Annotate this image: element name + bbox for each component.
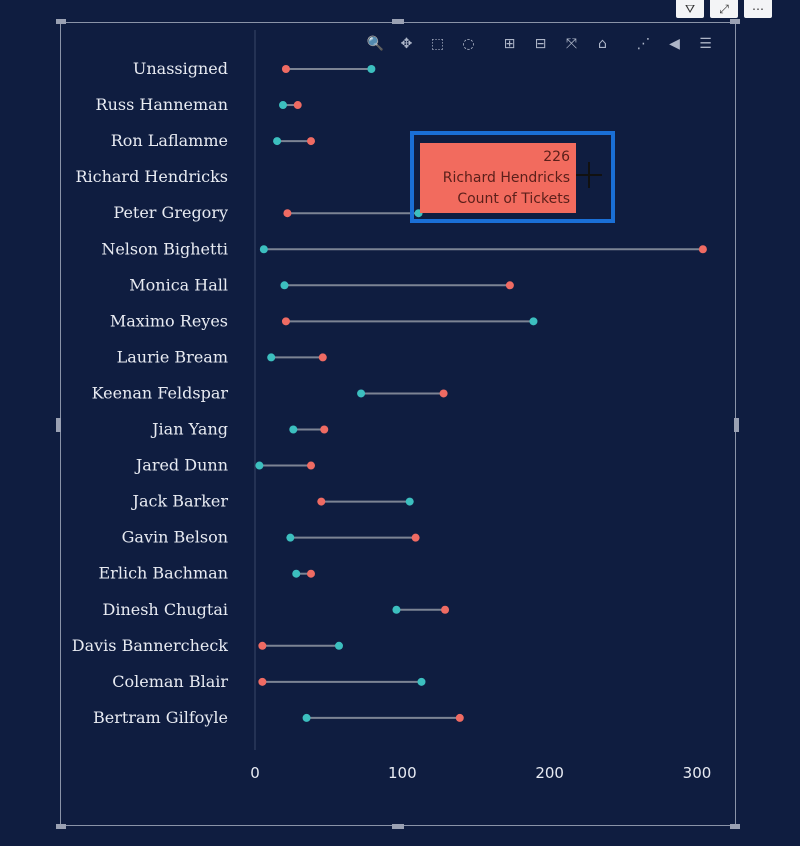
category-label: Erlich Bachman — [99, 564, 229, 583]
red-point[interactable] — [258, 677, 267, 686]
red-point[interactable] — [258, 641, 267, 650]
category-label: Coleman Blair — [112, 672, 228, 691]
resize-handle-right[interactable] — [734, 418, 739, 432]
resize-handle-left[interactable] — [56, 418, 61, 432]
category-label: Ron Laflamme — [111, 131, 228, 150]
box-select-icon[interactable]: ⬚ — [430, 36, 445, 52]
category-label: Jian Yang — [150, 420, 228, 439]
category-label: Peter Gregory — [113, 203, 228, 222]
red-point[interactable] — [439, 389, 448, 398]
red-point[interactable] — [317, 497, 326, 506]
teal-point[interactable] — [405, 497, 414, 506]
red-point[interactable] — [318, 353, 327, 362]
tooltip-category: Richard Hendricks — [442, 170, 570, 186]
hover-closest-icon[interactable]: ◀ — [669, 36, 680, 52]
teal-point[interactable] — [278, 101, 287, 110]
red-point[interactable] — [293, 101, 302, 110]
category-label: Bertram Gilfoyle — [93, 708, 228, 727]
tooltip: 226 Richard Hendricks Count of Tickets — [420, 143, 576, 213]
category-label: Russ Hanneman — [96, 95, 228, 114]
teal-point[interactable] — [255, 461, 264, 470]
category-label: Jared Dunn — [134, 456, 228, 475]
teal-point[interactable] — [292, 569, 301, 578]
teal-point[interactable] — [267, 353, 276, 362]
teal-point[interactable] — [289, 425, 298, 434]
x-tick-label: 200 — [535, 764, 564, 782]
teal-point[interactable] — [286, 533, 295, 542]
lasso-select-icon[interactable]: ◌ — [462, 36, 475, 52]
visual-header: ⛛ ⤢ ⋯ — [676, 0, 772, 18]
tooltip-highlight: 226 Richard Hendricks Count of Tickets — [410, 131, 615, 223]
red-point[interactable] — [306, 569, 315, 578]
red-point[interactable] — [306, 137, 315, 146]
teal-point[interactable] — [392, 605, 401, 614]
more-options-icon[interactable]: ⋯ — [744, 0, 772, 18]
category-label: Dinesh Chugtai — [103, 600, 229, 619]
red-point[interactable] — [281, 317, 290, 326]
crosshair-cursor-icon — [576, 162, 602, 188]
autoscale-icon[interactable]: ⤧ — [565, 36, 578, 52]
tooltip-value: 226 — [543, 149, 570, 165]
x-tick-label: 0 — [250, 764, 260, 782]
category-label: Davis Bannercheck — [72, 636, 229, 655]
teal-point[interactable] — [334, 641, 343, 650]
x-tick-label: 300 — [683, 764, 712, 782]
resize-handle-top[interactable] — [392, 19, 404, 24]
x-tick-label: 100 — [388, 764, 417, 782]
red-point[interactable] — [698, 245, 707, 254]
resize-handle-top-right[interactable] — [730, 19, 740, 24]
resize-handle-bottom-right[interactable] — [730, 824, 740, 829]
category-label: Richard Hendricks — [75, 167, 228, 186]
teal-point[interactable] — [529, 317, 538, 326]
teal-point[interactable] — [367, 65, 376, 73]
red-point[interactable] — [441, 605, 450, 614]
red-point[interactable] — [306, 461, 315, 470]
category-label: Laurie Bream — [117, 347, 228, 366]
teal-point[interactable] — [259, 245, 268, 254]
spike-lines-icon[interactable]: ⋰ — [636, 36, 651, 52]
resize-handle-top-left[interactable] — [56, 19, 66, 24]
hover-compare-icon[interactable]: ☰ — [699, 36, 712, 52]
reset-axes-icon[interactable]: ⌂ — [598, 36, 607, 52]
teal-point[interactable] — [302, 713, 311, 722]
category-label: Keenan Feldspar — [92, 383, 229, 402]
red-point[interactable] — [281, 65, 290, 73]
red-point[interactable] — [455, 713, 464, 722]
resize-handle-bottom-left[interactable] — [56, 824, 66, 829]
zoom-in-icon[interactable]: ⊞ — [503, 36, 516, 52]
zoom-out-icon[interactable]: ⊟ — [534, 36, 547, 52]
category-label: Monica Hall — [129, 275, 228, 294]
red-point[interactable] — [505, 281, 514, 290]
teal-point[interactable] — [280, 281, 289, 290]
red-point[interactable] — [320, 425, 329, 434]
category-label: Gavin Belson — [122, 528, 228, 547]
red-point[interactable] — [283, 209, 292, 218]
teal-point[interactable] — [273, 137, 282, 146]
category-label: Jack Barker — [131, 492, 229, 511]
filter-icon[interactable]: ⛛ — [676, 0, 704, 18]
category-label: Unassigned — [133, 59, 228, 78]
teal-point[interactable] — [357, 389, 366, 398]
pan-icon[interactable]: ✥ — [400, 36, 413, 52]
chart-modebar: 🔍 ✥ ⬚ ◌ ⊞ ⊟ ⤧ ⌂ ⋰ ◀ ☰ — [360, 34, 721, 54]
zoom-icon[interactable]: 🔍 — [366, 36, 385, 52]
focus-mode-icon[interactable]: ⤢ — [710, 0, 738, 18]
teal-point[interactable] — [417, 677, 426, 686]
category-label: Maximo Reyes — [110, 311, 228, 330]
resize-handle-bottom[interactable] — [392, 824, 404, 829]
category-label: Nelson Bighetti — [101, 239, 228, 258]
tooltip-measure: Count of Tickets — [457, 191, 570, 207]
red-point[interactable] — [411, 533, 420, 542]
